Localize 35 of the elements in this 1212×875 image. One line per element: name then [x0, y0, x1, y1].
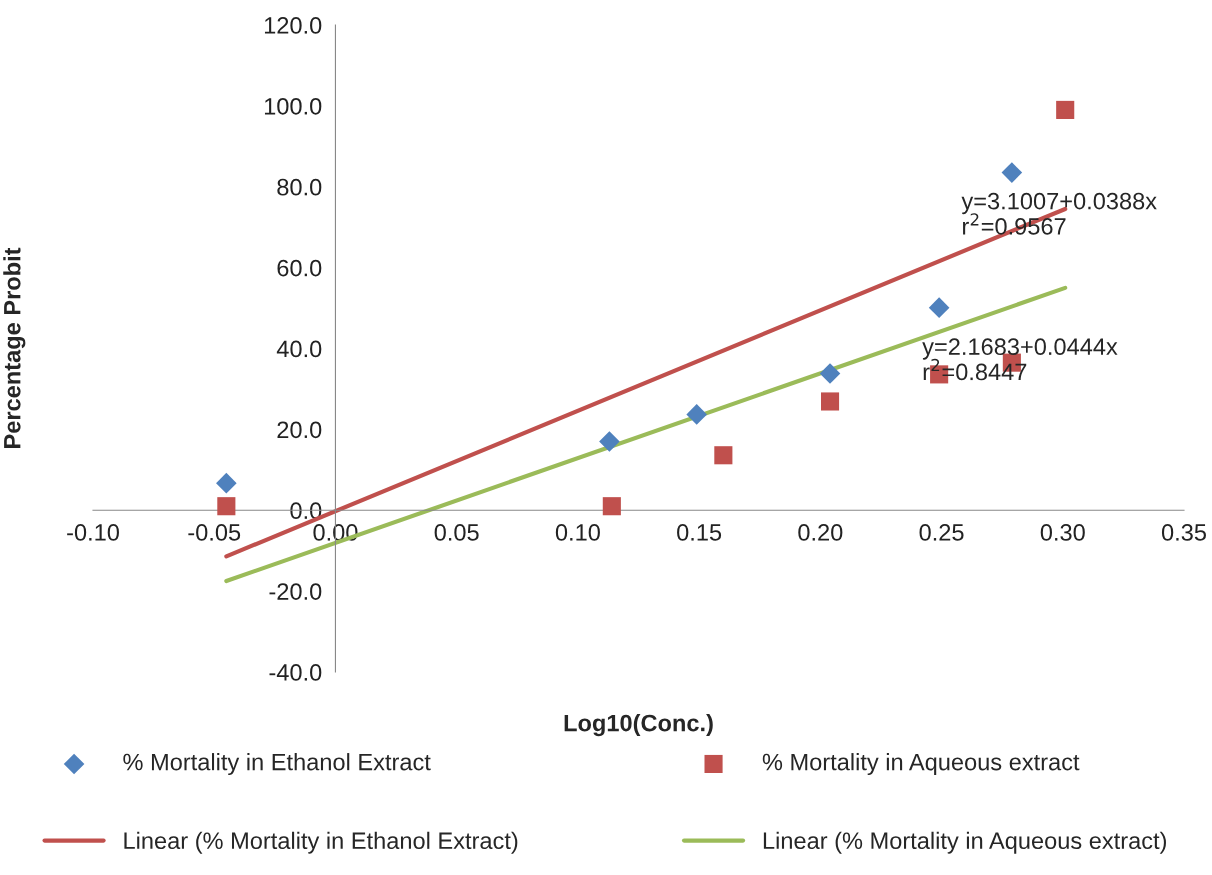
y-axis-title: Percentage Probit — [3, 247, 26, 448]
point — [1001, 162, 1023, 183]
x-tick-label: 0.25 — [919, 524, 964, 541]
legend-label: % Mortality in Ethanol Extract — [123, 753, 431, 776]
point — [820, 392, 840, 411]
point — [686, 404, 707, 425]
y-tick-label: 20.0 — [277, 421, 322, 439]
y-tick-label: 80.0 — [277, 178, 322, 196]
legend-label: % Mortality in Aqueous extract — [762, 753, 1080, 776]
point — [819, 363, 841, 384]
x-tick-label: 0.05 — [434, 524, 479, 541]
point — [928, 297, 950, 318]
x-axis-title: Log10(Conc.) — [564, 714, 713, 737]
legend-label: Linear (% Mortality in Ethanol Extract) — [124, 831, 518, 854]
point — [217, 497, 236, 516]
x-tick-label: -0.10 — [67, 524, 119, 541]
point — [602, 497, 621, 516]
point — [216, 472, 237, 494]
y-tick-label: -40.0 — [269, 664, 322, 681]
y-tick-label: 0.0 — [290, 502, 322, 520]
x-tick-label: 0.10 — [555, 524, 600, 541]
y-tick-label: 120.0 — [264, 17, 322, 34]
x-tick-label: 0.30 — [1040, 524, 1085, 541]
x-tick-label: -0.05 — [188, 524, 241, 541]
x-tick-label: 0.20 — [798, 524, 843, 541]
point — [714, 446, 733, 465]
x-tick-label: 0.35 — [1161, 524, 1206, 541]
point — [1056, 100, 1075, 119]
y-tick-label: -20.0 — [269, 583, 322, 600]
y-tick-label: 60.0 — [277, 259, 322, 277]
legend-label: Linear (% Mortality in Aqueous extract) — [763, 831, 1166, 854]
y-tick-label: 100.0 — [264, 97, 322, 115]
y-tick-label: 40.0 — [276, 340, 322, 358]
x-tick-label: 0.15 — [677, 524, 722, 541]
point — [599, 431, 620, 452]
